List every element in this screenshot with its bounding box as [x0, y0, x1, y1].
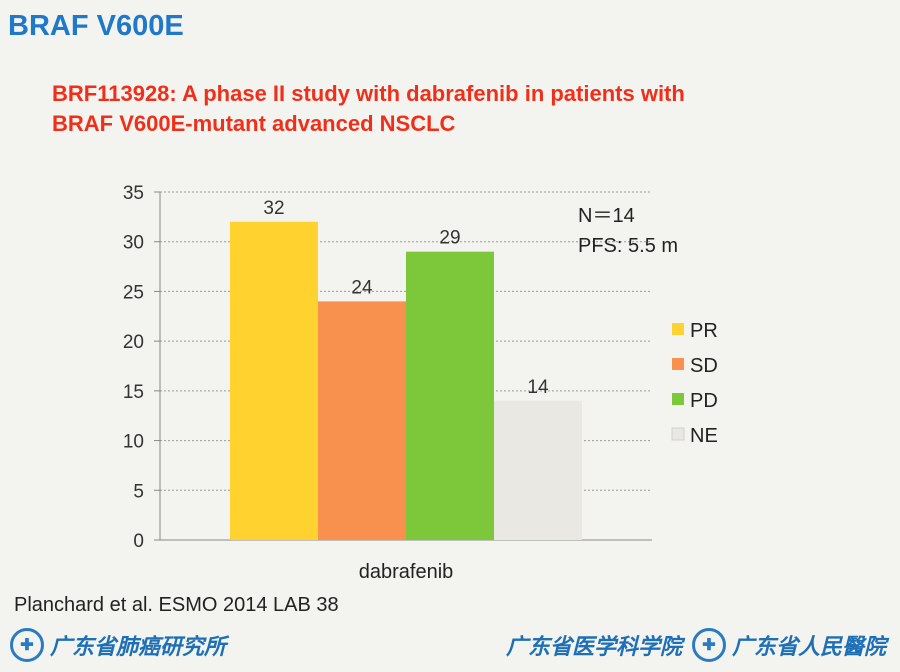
bar-sd [318, 301, 406, 540]
subtitle-line-1: BRF113928: A phase II study with dabrafe… [52, 81, 685, 106]
data-label: 24 [351, 277, 373, 298]
institute-emblem-icon: ✚ [10, 628, 44, 662]
y-tick-label: 20 [123, 332, 144, 353]
data-label: 32 [263, 198, 284, 219]
y-tick-label: 35 [123, 183, 144, 204]
bar-pd [406, 251, 494, 540]
y-tick-label: 10 [123, 432, 144, 453]
x-category-label: dabrafenib [359, 561, 454, 583]
y-tick-label: 30 [123, 233, 144, 254]
y-tick-label: 0 [133, 531, 144, 552]
footer-logo-right: 广东省医学科学院 ✚ 广东省人民醫院 [506, 627, 886, 663]
legend-swatch-ne [671, 427, 685, 441]
legend-swatch-pr [672, 323, 684, 335]
legend-label: PD [690, 390, 718, 412]
footer-right-text-2: 广东省人民醫院 [731, 634, 886, 659]
legend-label: NE [690, 425, 718, 447]
footer-left-text: 广东省肺癌研究所 [50, 634, 227, 659]
y-tick-label: 15 [123, 382, 144, 403]
y-tick-label: 25 [123, 282, 144, 303]
footer-logo-left: ✚ 广东省肺癌研究所 [10, 627, 226, 663]
footer-right-text-1: 广东省医学科学院 [505, 634, 682, 659]
slide-title: BRAF V600E [8, 10, 184, 42]
y-tick-label: 5 [133, 481, 144, 502]
legend-label: SD [690, 355, 718, 377]
hospital-emblem-icon: ✚ [691, 628, 726, 662]
data-label: 29 [439, 228, 460, 249]
chart-annotation: N＝14 [578, 205, 635, 227]
citation: Planchard et al. ESMO 2014 LAB 38 [14, 594, 339, 616]
data-label: 14 [527, 377, 549, 398]
legend-label: PR [690, 320, 718, 342]
legend-swatch-sd [672, 358, 684, 370]
chart-annotation: PFS: 5.5 m [578, 235, 678, 257]
bar-ne [494, 400, 582, 540]
bar-pr [230, 221, 318, 541]
subtitle-line-2: BRAF V600E-mutant advanced NSCLC [52, 111, 456, 136]
legend-swatch-pd [672, 393, 684, 405]
slide-subtitle: BRF113928: A phase II study with dabrafe… [52, 79, 832, 139]
